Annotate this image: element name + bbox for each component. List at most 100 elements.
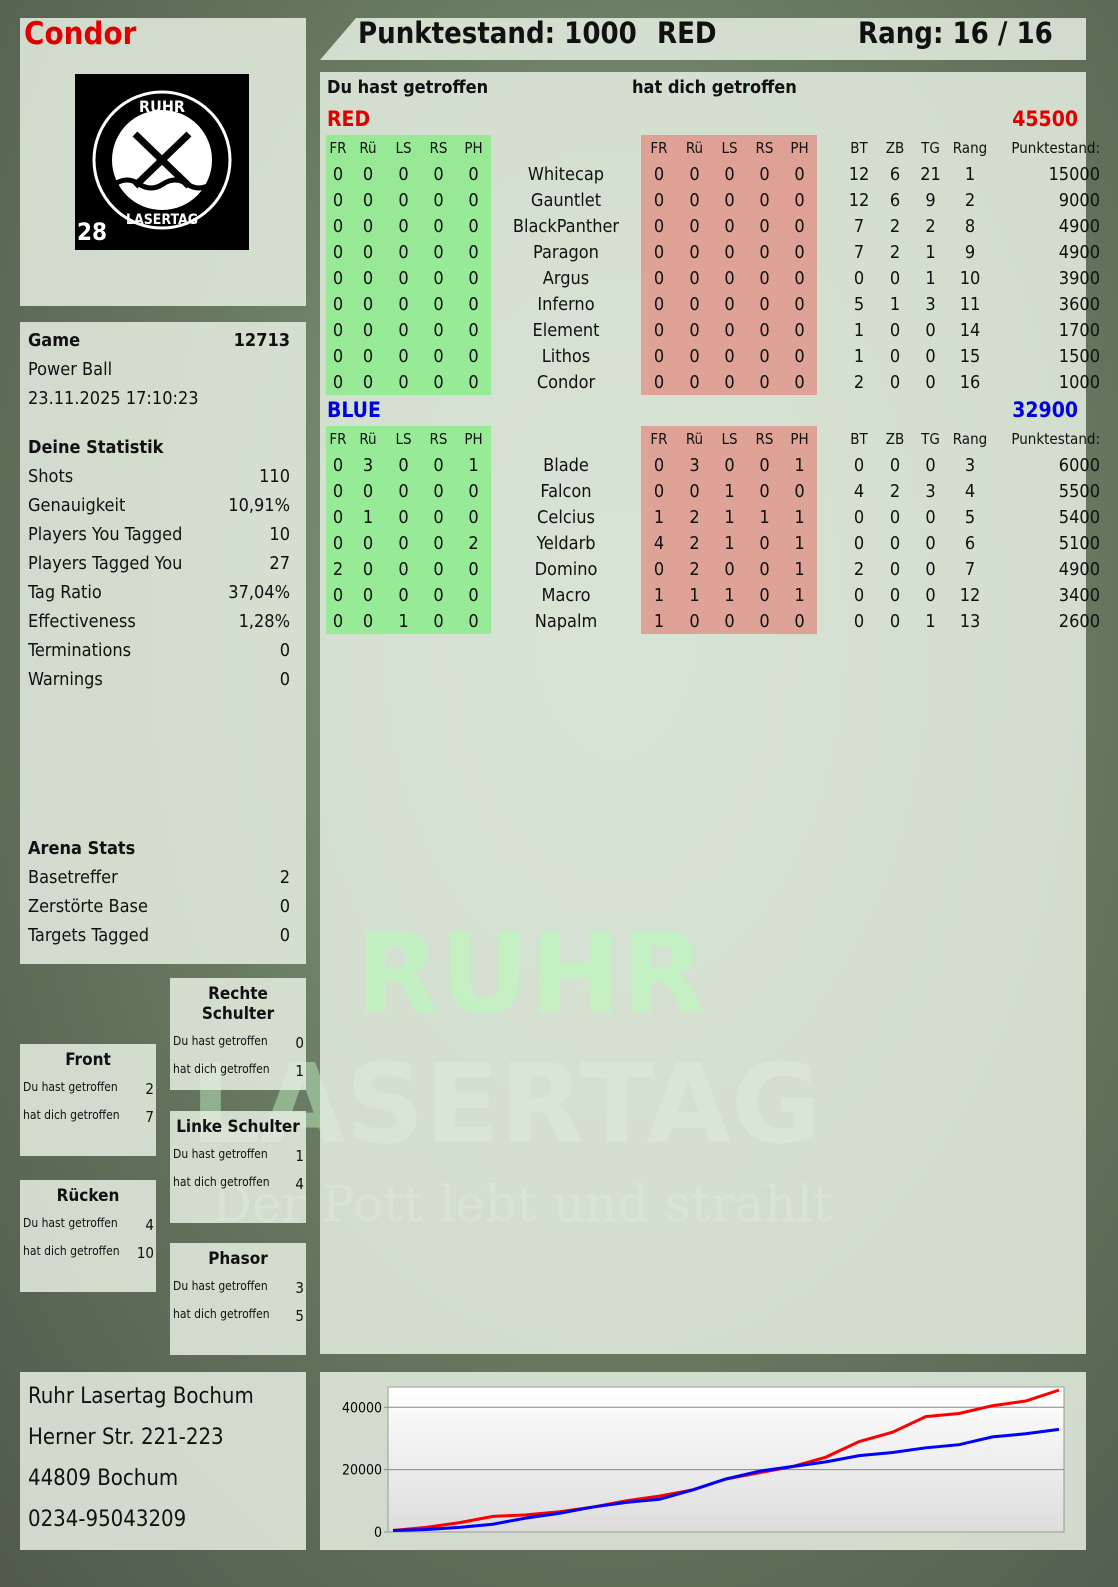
hit-you-cell: 0 [641,452,677,478]
zone-value: 1 [295,1147,304,1165]
hit-you-cell: 0 [712,161,747,187]
player-row[interactable]: 0 0 0 0 0 Gauntlet 0 0 0 0 0 12 6 9 2 9000 [326,187,1100,213]
col-header: Rü [677,426,712,452]
hit-you-cell: 1 [782,452,817,478]
you-hit-cell: 0 [326,265,350,291]
you-hit-cell: 0 [326,582,350,608]
hit-you-cell: 0 [747,556,782,582]
zone-title: Front [65,1050,111,1070]
player-name: Paragon [533,241,599,263]
zone-value: 2 [145,1080,154,1098]
stat-cell: 0 [889,319,901,341]
stat-cell: 6 [964,532,976,554]
you-hit-cell: 0 [386,343,421,369]
stat-cell: 0 [889,558,901,580]
you-hit-cell: 0 [386,291,421,317]
player-row[interactable]: 0 0 0 0 0 Argus 0 0 0 0 0 0 0 1 10 3900 [326,265,1100,291]
player-row[interactable]: 0 0 1 0 0 Napalm 1 0 0 0 0 0 0 1 13 2600 [326,608,1100,634]
you-hit-cell: 0 [421,478,456,504]
stat-value: 0 [279,669,290,690]
hit-you-cell: 0 [782,291,817,317]
player-row[interactable]: 0 0 0 0 0 Whitecap 0 0 0 0 0 12 6 21 1 15000 [326,161,1100,187]
col-header: PH [782,426,817,452]
player-row[interactable]: 0 0 0 0 0 Macro 1 1 1 0 1 0 0 0 12 3400 [326,582,1100,608]
y-tick-label: 20000 [342,1463,382,1479]
hit-you-cell: 0 [747,291,782,317]
stat-row: Shots 110 [20,462,306,491]
stat-label: Players Tagged You [28,553,183,574]
player-name: Falcon [540,480,592,502]
you-hit-cell: 2 [326,556,350,582]
col-header: FR [641,135,677,161]
stat-cell: 0 [889,371,901,393]
hit-you-cell: 0 [677,265,712,291]
hit-you-cell: 0 [782,265,817,291]
player-row[interactable]: 0 0 0 0 0 Inferno 0 0 0 0 0 5 1 3 11 3600 [326,291,1100,317]
stat-row: Genauigkeit 10,91% [20,491,306,520]
stat-value: 10,91% [228,495,290,516]
player-row[interactable]: 2 0 0 0 0 Domino 0 2 0 0 1 2 0 0 7 4900 [326,556,1100,582]
stat-cell: 3600 [1058,293,1100,315]
player-name: Argus [542,267,590,289]
stat-row: Targets Tagged 0 [20,921,306,950]
spacer [817,187,841,213]
stat-cell: 1 [925,267,936,289]
hit-you-cell: 0 [712,187,747,213]
spacer [817,452,841,478]
player-row[interactable]: 0 0 0 0 0 BlackPanther 0 0 0 0 0 7 2 2 8 4900 [326,213,1100,239]
hit-you-cell: 0 [712,213,747,239]
player-row[interactable]: 0 0 0 0 0 Paragon 0 0 0 0 0 7 2 1 9 4900 [326,239,1100,265]
you-hit-cell: 0 [326,213,350,239]
you-hit-cell: 0 [326,452,350,478]
you-hit-cell: 0 [386,582,421,608]
svg-text:LASERTAG: LASERTAG [126,212,198,228]
hit-you-cell: 0 [782,187,817,213]
stat-cell: 6 [889,163,901,185]
stat-cell: 5 [853,293,865,315]
player-name: Domino [534,558,598,580]
spacer [817,530,841,556]
stat-value: 27 [269,553,290,574]
stat-cell: 6000 [1058,454,1100,476]
stat-cell: 1000 [1058,371,1100,393]
spacer [817,369,841,395]
hit-you-cell: 1 [677,582,712,608]
player-row[interactable]: 0 0 0 0 0 Condor 0 0 0 0 0 2 0 0 16 1000 [326,369,1100,395]
hit-you-cell: 0 [677,213,712,239]
hit-you-label: hat dich getroffen [632,77,797,98]
zone-got-row: hat dich getroffen 7 [20,1108,156,1126]
player-row[interactable]: 0 0 0 0 2 Yeldarb 4 2 1 0 1 0 0 0 6 5100 [326,530,1100,556]
you-hit-cell: 0 [456,239,491,265]
hit-you-cell: 0 [782,608,817,634]
player-row[interactable]: 0 1 0 0 0 Celcius 1 2 1 1 1 0 0 0 5 5400 [326,504,1100,530]
spacer [817,478,841,504]
stat-label: Genauigkeit [28,495,126,516]
hit-you-cell: 0 [782,317,817,343]
you-hit-cell: 0 [350,530,386,556]
stat-row: Warnings 0 [20,665,306,694]
stat-cell: 1 [853,319,865,341]
you-hit-cell: 0 [326,608,350,634]
hit-you-cell: 1 [641,582,677,608]
col-header: RS [747,135,782,161]
hit-you-cell: 0 [782,369,817,395]
venue-street: Herner Str. 221-223 [28,1425,224,1450]
team-name: BLUE [327,398,381,422]
player-row[interactable]: 0 0 0 0 0 Lithos 0 0 0 0 0 1 0 0 15 1500 [326,343,1100,369]
zone-value: 5 [295,1307,304,1325]
zone-label: hat dich getroffen [23,1244,120,1258]
stat-cell: 14 [959,319,981,341]
you-hit-cell: 0 [456,343,491,369]
hit-you-cell: 1 [782,504,817,530]
zone-label: hat dich getroffen [173,1175,270,1189]
hit-you-cell: 0 [641,239,677,265]
hit-you-cell: 0 [747,582,782,608]
you-hit-cell: 0 [456,582,491,608]
spacer [817,608,841,634]
zone-label: hat dich getroffen [23,1108,120,1122]
player-row[interactable]: 0 0 0 0 0 Element 0 0 0 0 0 1 0 0 14 1700 [326,317,1100,343]
player-row[interactable]: 0 3 0 0 1 Blade 0 3 0 0 1 0 0 0 3 6000 [326,452,1100,478]
stat-cell: 5 [964,506,976,528]
stat-cell: 0 [925,454,936,476]
player-row[interactable]: 0 0 0 0 0 Falcon 0 0 1 0 0 4 2 3 4 5500 [326,478,1100,504]
